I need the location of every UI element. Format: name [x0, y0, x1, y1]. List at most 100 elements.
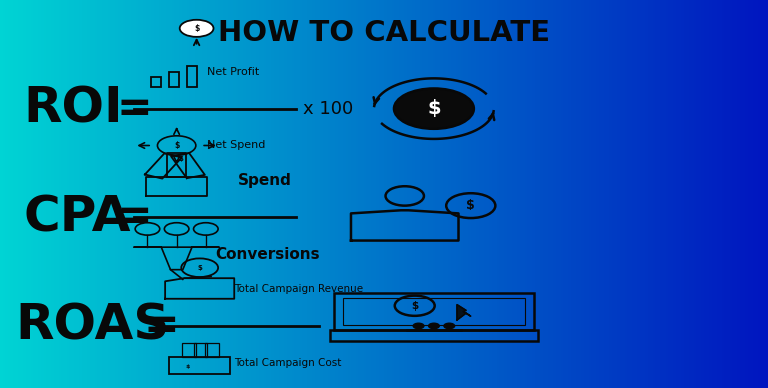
- Bar: [507, 0, 509, 388]
- Bar: [538, 0, 540, 388]
- Bar: [256, 0, 259, 388]
- Bar: [25, 0, 28, 388]
- Bar: [223, 0, 225, 388]
- Bar: [617, 0, 620, 388]
- Bar: [274, 0, 276, 388]
- Bar: [535, 0, 538, 388]
- Text: Total Campaign Cost: Total Campaign Cost: [234, 358, 342, 368]
- Bar: [599, 0, 601, 388]
- Bar: [266, 0, 269, 388]
- Bar: [325, 0, 328, 388]
- Bar: [371, 0, 374, 388]
- Bar: [238, 0, 240, 388]
- Bar: [451, 0, 453, 388]
- Bar: [584, 0, 586, 388]
- Bar: [640, 0, 643, 388]
- Bar: [532, 0, 535, 388]
- Bar: [161, 0, 164, 388]
- Bar: [445, 0, 448, 388]
- Circle shape: [429, 323, 439, 329]
- Bar: [87, 0, 90, 388]
- Bar: [31, 0, 33, 388]
- Bar: [259, 0, 261, 388]
- Bar: [428, 0, 430, 388]
- Bar: [374, 0, 376, 388]
- Bar: [261, 0, 263, 388]
- Bar: [417, 0, 420, 388]
- Bar: [51, 0, 54, 388]
- Bar: [745, 0, 747, 388]
- Bar: [69, 0, 71, 388]
- Bar: [92, 0, 94, 388]
- Text: HOW TO CALCULATE: HOW TO CALCULATE: [218, 19, 550, 47]
- Bar: [412, 0, 415, 388]
- Bar: [430, 0, 432, 388]
- Text: Total Campaign Revenue: Total Campaign Revenue: [234, 284, 363, 294]
- Bar: [591, 0, 594, 388]
- Bar: [528, 0, 530, 388]
- Bar: [366, 0, 369, 388]
- Bar: [151, 0, 154, 388]
- Bar: [82, 0, 84, 388]
- Bar: [724, 0, 727, 388]
- Bar: [674, 0, 676, 388]
- Bar: [94, 0, 98, 388]
- Bar: [205, 0, 207, 388]
- Bar: [376, 0, 379, 388]
- Text: Conversions: Conversions: [215, 247, 319, 262]
- Bar: [486, 0, 489, 388]
- Bar: [530, 0, 532, 388]
- Bar: [691, 0, 694, 388]
- Bar: [594, 0, 597, 388]
- Bar: [182, 343, 196, 357]
- Text: $: $: [194, 24, 199, 33]
- Bar: [489, 0, 492, 388]
- Bar: [108, 0, 110, 388]
- Bar: [133, 0, 136, 388]
- Bar: [438, 0, 440, 388]
- Bar: [286, 0, 290, 388]
- Bar: [346, 0, 348, 388]
- Bar: [647, 0, 650, 388]
- Bar: [169, 0, 171, 388]
- Bar: [33, 0, 36, 388]
- Bar: [553, 0, 555, 388]
- Bar: [41, 0, 44, 388]
- Bar: [269, 0, 271, 388]
- Bar: [463, 0, 466, 388]
- Bar: [297, 0, 300, 388]
- Bar: [443, 0, 445, 388]
- Bar: [100, 0, 102, 388]
- Bar: [220, 0, 223, 388]
- Bar: [760, 0, 763, 388]
- Bar: [407, 0, 409, 388]
- Bar: [612, 0, 614, 388]
- Bar: [77, 0, 79, 388]
- Bar: [167, 0, 169, 388]
- Bar: [38, 0, 41, 388]
- Text: $: $: [178, 156, 183, 162]
- Bar: [455, 0, 458, 388]
- Bar: [59, 0, 61, 388]
- Bar: [71, 0, 74, 388]
- Text: ROI: ROI: [23, 85, 123, 133]
- Bar: [15, 0, 18, 388]
- Bar: [622, 0, 624, 388]
- Bar: [84, 0, 87, 388]
- Bar: [405, 0, 407, 388]
- Bar: [187, 0, 190, 388]
- Bar: [284, 0, 286, 388]
- Bar: [545, 0, 548, 388]
- Bar: [714, 0, 717, 388]
- Bar: [28, 0, 31, 388]
- Bar: [343, 0, 346, 388]
- Bar: [5, 0, 8, 388]
- Bar: [505, 0, 507, 388]
- Bar: [543, 0, 545, 388]
- Bar: [568, 0, 571, 388]
- Bar: [747, 0, 750, 388]
- Bar: [474, 0, 476, 388]
- Bar: [740, 0, 743, 388]
- Bar: [699, 0, 701, 388]
- Bar: [555, 0, 558, 388]
